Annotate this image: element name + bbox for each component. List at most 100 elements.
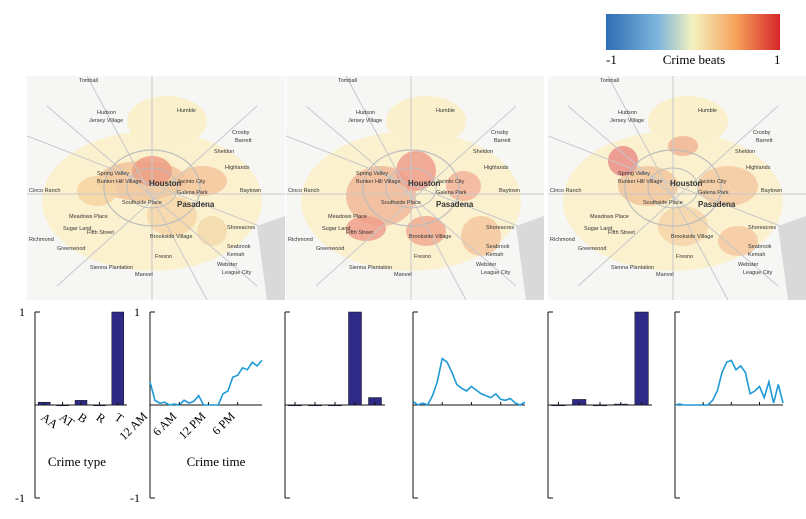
map-place-label: Jersey Village bbox=[89, 118, 123, 124]
map-place-label: Galena Park bbox=[177, 190, 208, 196]
map-region-north bbox=[386, 96, 466, 146]
road-line bbox=[548, 135, 806, 237]
road-line bbox=[56, 105, 258, 287]
x-axis-label: Crime time bbox=[187, 454, 246, 469]
chart-4 bbox=[412, 311, 526, 499]
map-place-label: Galena Park bbox=[436, 190, 467, 196]
map-place-label: Tomball bbox=[600, 78, 619, 84]
map-place-label: Sienna Plantation bbox=[90, 265, 133, 271]
map-place-label: Jacinto City bbox=[177, 179, 206, 185]
map-place-label: Shoreacres bbox=[748, 225, 776, 231]
heat-area bbox=[77, 176, 117, 206]
bay-water bbox=[516, 216, 544, 300]
map-place-label: Southside Place bbox=[643, 200, 683, 206]
bar-AT bbox=[308, 404, 322, 407]
bar-B bbox=[328, 404, 342, 407]
crime-map-3: Tomball Humble Hudson Jersey Village Crosby B… bbox=[548, 76, 806, 300]
map-place-label: Crosby bbox=[753, 130, 771, 136]
legend-min-label: -1 bbox=[606, 52, 617, 67]
series-line bbox=[412, 357, 526, 407]
map-place-label: Spring Valley bbox=[356, 171, 388, 177]
road-line bbox=[286, 135, 544, 237]
y-tick-label: 1 bbox=[134, 305, 140, 319]
map-place-label: Southside Place bbox=[381, 200, 421, 206]
road-line bbox=[607, 76, 729, 300]
map-canvas: Tomball Humble Hudson Jersey Village Crosby B… bbox=[286, 76, 544, 300]
bar-R bbox=[93, 404, 106, 407]
y-tick-label: 1 bbox=[19, 305, 25, 319]
map-place-label: League City bbox=[481, 270, 511, 276]
map-place-label: Webster bbox=[476, 262, 497, 268]
map-place-label: Hudson bbox=[618, 110, 637, 116]
map-place-label: Cinco Ranch bbox=[288, 188, 320, 194]
map-place-label: Seabrook bbox=[227, 244, 251, 250]
road-line bbox=[577, 105, 779, 287]
map-place-label: Humble bbox=[436, 108, 455, 114]
map-place-label: Jacinto City bbox=[698, 179, 727, 185]
x-tick-label: B bbox=[75, 410, 90, 426]
map-place-label: Sienna Plantation bbox=[349, 265, 392, 271]
map-place-label: Richmond bbox=[550, 237, 575, 243]
crime-map-1: Tomball Humble Hudson Jersey Village Crosby B… bbox=[27, 76, 285, 300]
heat-area bbox=[197, 216, 227, 246]
map-place-label: Webster bbox=[738, 262, 759, 268]
heat-area bbox=[461, 216, 501, 256]
map-place-label: Richmond bbox=[29, 237, 54, 243]
heat-area bbox=[346, 216, 386, 241]
map-place-label: Southside Place bbox=[122, 200, 162, 206]
x-tick-label: AT bbox=[57, 410, 78, 430]
map-place-label: Bunker Hill Village bbox=[618, 179, 663, 185]
road-line bbox=[305, 105, 517, 287]
map-place-label: Tomball bbox=[79, 78, 98, 84]
map-place-label: Crosby bbox=[232, 130, 250, 136]
map-place-label: Fifth Street bbox=[346, 230, 373, 236]
map-place-label: Houston bbox=[670, 179, 703, 188]
heat-area bbox=[698, 166, 758, 206]
legend-title: Crime beats bbox=[663, 52, 725, 67]
map-place-label: Meadows Place bbox=[590, 214, 629, 220]
map-place-label: Brookside Village bbox=[671, 234, 713, 240]
chart-5 bbox=[547, 311, 652, 499]
map-place-label: Baytown bbox=[761, 188, 782, 194]
ring-road bbox=[362, 149, 460, 227]
map-place-label: Greenwood bbox=[316, 246, 344, 252]
color-legend: -1 Crime beats 1 bbox=[606, 14, 781, 67]
chart-3 bbox=[284, 311, 385, 499]
map-place-label: Highlands bbox=[746, 165, 771, 171]
map-place-label: Sheldon bbox=[473, 149, 493, 155]
map-place-label: Cinco Ranch bbox=[550, 188, 582, 194]
map-place-label: League City bbox=[743, 270, 773, 276]
map-place-label: Manvel bbox=[656, 272, 674, 278]
map-place-label: Meadows Place bbox=[328, 214, 367, 220]
crime-map-2: Tomball Humble Hudson Jersey Village Crosby B… bbox=[286, 76, 544, 300]
map-place-label: Fresno bbox=[414, 254, 431, 260]
bar-AA bbox=[551, 404, 566, 407]
x-tick-label: 12 PM bbox=[176, 409, 209, 442]
map-place-label: Pasadena bbox=[698, 200, 736, 209]
map-place-label: Sugar Land bbox=[584, 226, 612, 232]
inner-ring-road bbox=[647, 167, 699, 209]
road-line bbox=[345, 76, 467, 300]
map-place-label: Shoreacres bbox=[486, 225, 514, 231]
map-place-label: Fresno bbox=[676, 254, 693, 260]
x-tick-label: 6 PM bbox=[209, 409, 238, 438]
map-place-label: Sheldon bbox=[735, 149, 755, 155]
bay-water bbox=[778, 216, 806, 300]
bar-AT bbox=[56, 404, 69, 407]
x-tick-label: R bbox=[94, 410, 109, 426]
map-place-label: Brookside Village bbox=[409, 234, 451, 240]
map-place-label: Manvel bbox=[135, 272, 153, 278]
map-place-label: Humble bbox=[698, 108, 717, 114]
map-region-north bbox=[127, 96, 207, 146]
bay-water bbox=[257, 216, 285, 300]
bar-R bbox=[348, 311, 362, 406]
map-place-label: Spring Valley bbox=[97, 171, 129, 177]
bar-T bbox=[111, 311, 125, 406]
map-place-label: Webster bbox=[217, 262, 238, 268]
map-place-label: Barrett bbox=[756, 138, 773, 144]
heat-area bbox=[446, 171, 481, 201]
ring-road bbox=[103, 149, 201, 227]
map-place-label: Barrett bbox=[235, 138, 252, 144]
